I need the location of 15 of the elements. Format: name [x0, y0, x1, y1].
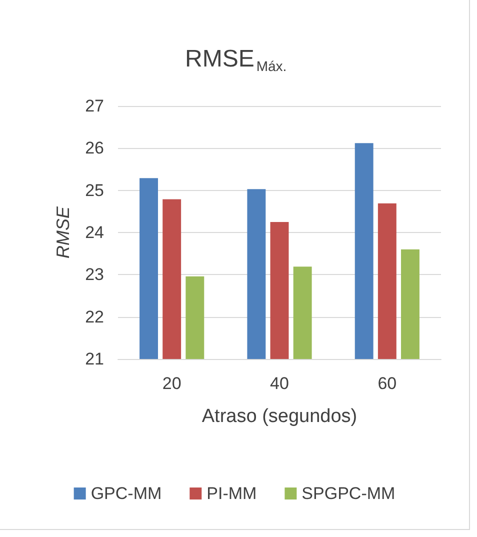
x-axis-title: Atraso (segundos) [202, 406, 358, 427]
y-tick-label: 24 [85, 223, 104, 242]
legend-label: GPC-MM [90, 484, 162, 503]
legend-label: PI-MM [206, 484, 257, 503]
y-tick-label: 26 [85, 138, 104, 158]
legend-label: SPGPC-MM [302, 484, 396, 503]
y-axis-title: RMSE [53, 206, 73, 259]
y-tick-label: 25 [85, 180, 104, 200]
y-tick-label: 23 [85, 265, 104, 284]
y-tick-label: 21 [85, 350, 104, 368]
y-tick-label: 22 [85, 307, 104, 326]
x-tick-label: 20 [162, 374, 182, 393]
y-tick-label: 27 [85, 96, 104, 116]
x-tick-label: 40 [270, 374, 289, 393]
x-tick-label: 60 [378, 374, 397, 393]
